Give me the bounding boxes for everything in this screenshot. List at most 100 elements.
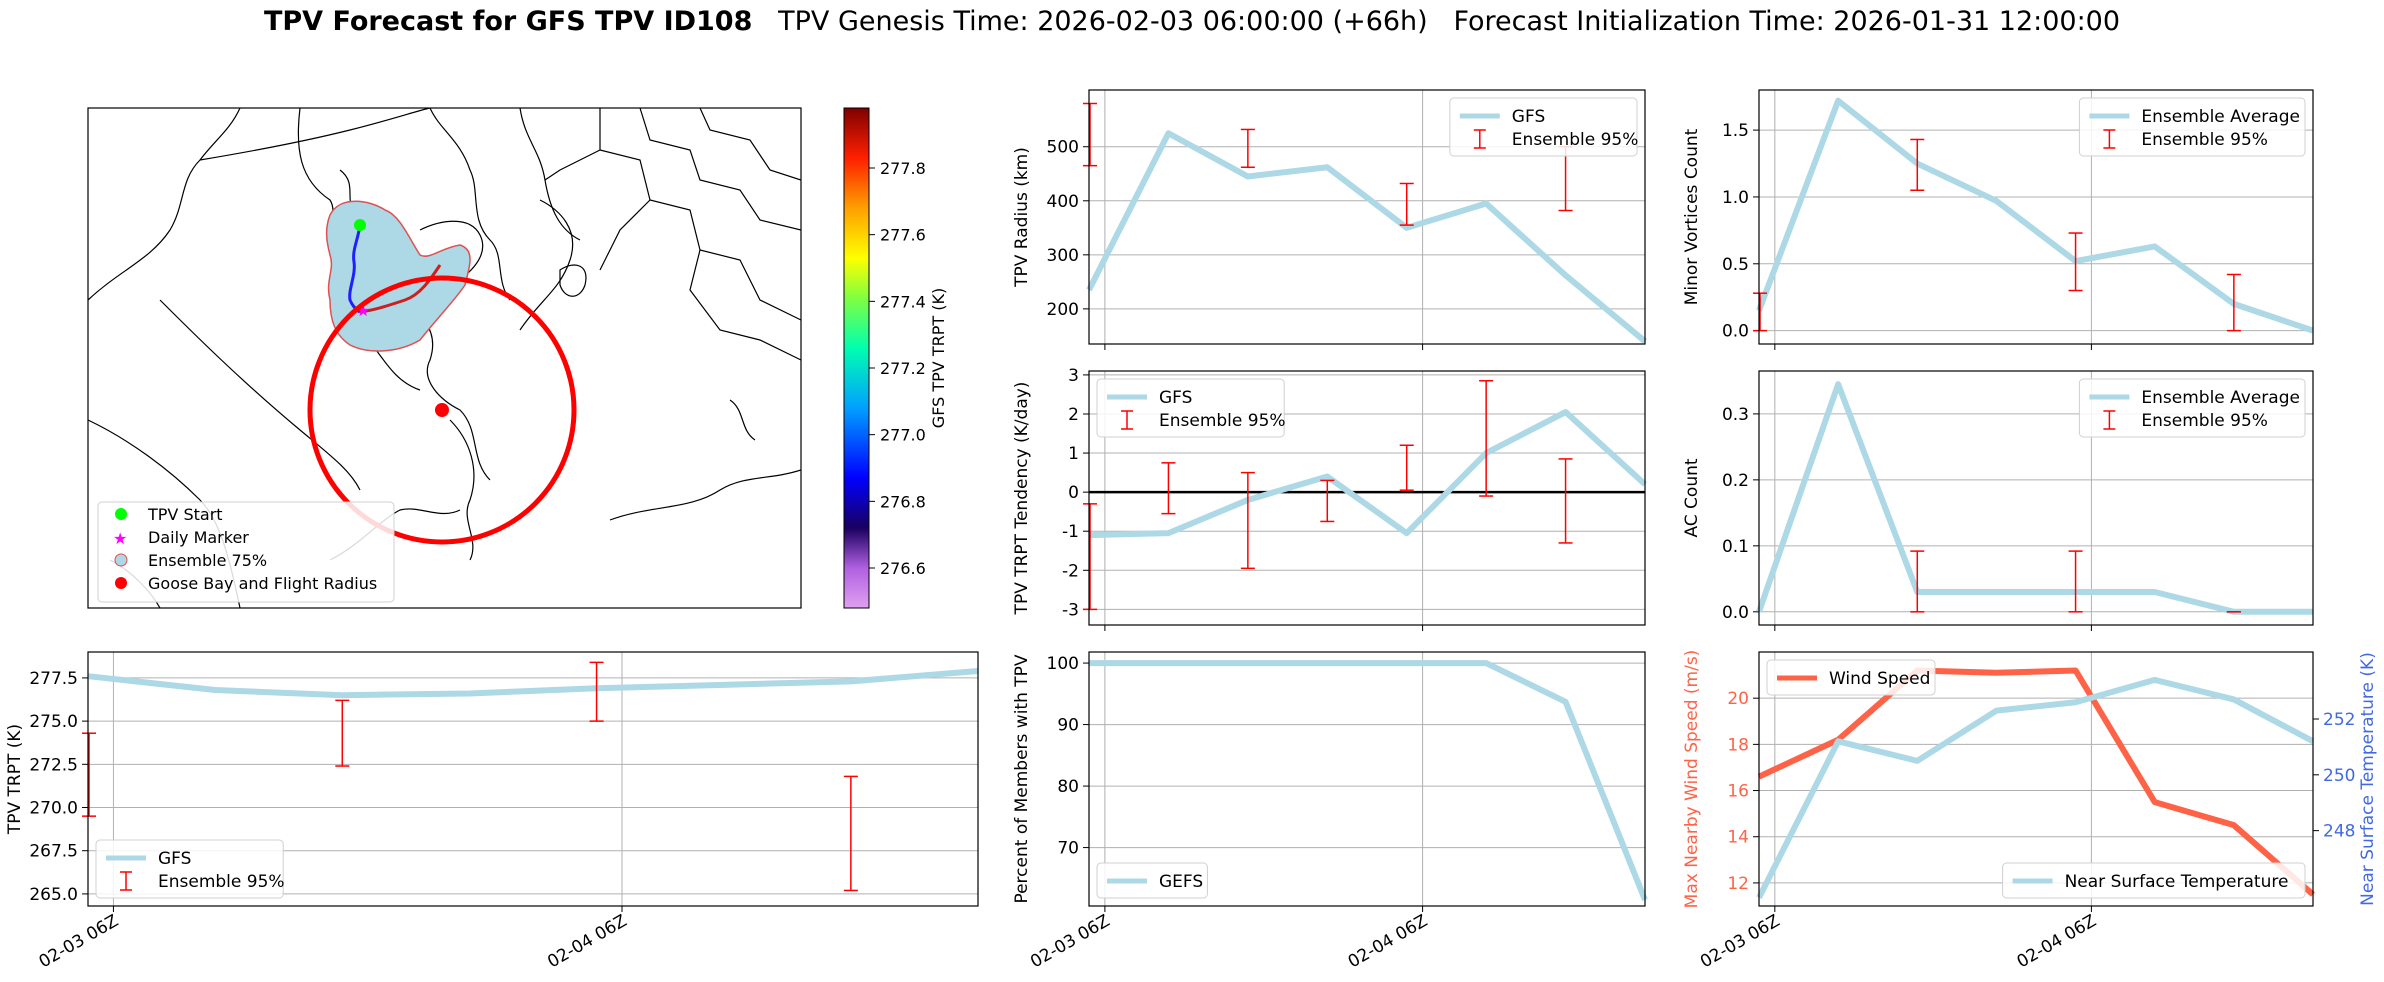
y-axis-label: AC Count bbox=[1682, 458, 1702, 537]
y-tick-label: 500 bbox=[1047, 138, 1079, 158]
legend-goose-marker bbox=[115, 577, 127, 589]
y-tick-label: -3 bbox=[1062, 600, 1079, 620]
colorbar-tick-label: 277.6 bbox=[880, 226, 926, 245]
legend-label: GFS bbox=[158, 849, 191, 869]
legend-daily-marker: ★ bbox=[113, 529, 127, 548]
y-tick-label: 1 bbox=[1068, 444, 1079, 464]
chart-legend: Wind Speed bbox=[1766, 659, 1936, 696]
legend-box bbox=[1096, 862, 1208, 899]
chart-legend: GEFS bbox=[1096, 862, 1208, 899]
y-tick-label: 80 bbox=[1057, 777, 1079, 797]
x-tick-label: 02-03 06Z bbox=[1697, 911, 1783, 972]
chart-minor: 0.0 0.5 1.0 1.5 Minor Vortices Count Ensemble… bbox=[1682, 89, 2314, 350]
colorbar-tick-label: 276.6 bbox=[880, 559, 926, 578]
chart-trpt: 265.0 267.5 270.0 272.5 275.0 277.5 02-03 06Z 0… bbox=[5, 651, 979, 972]
plot-frame bbox=[1088, 89, 1646, 345]
y-axis-label: Max Nearby Wind Speed (m/s) bbox=[1682, 650, 1702, 909]
chart-legend: Ensemble Average Ensemble 95% bbox=[2078, 97, 2306, 157]
legend-label: Ensemble 95% bbox=[1159, 411, 1286, 431]
y-tick-label: 18 bbox=[1727, 735, 1749, 755]
y-tick-label: 0.2 bbox=[1722, 471, 1749, 491]
plot-frame bbox=[1088, 651, 1646, 907]
colorbar-tick-label: 276.8 bbox=[880, 492, 926, 511]
legend-label: Ensemble 95% bbox=[1512, 130, 1639, 150]
y-tick-label: 0.3 bbox=[1722, 405, 1749, 425]
ensemble-75-region bbox=[325, 200, 471, 352]
legend-box bbox=[95, 839, 284, 899]
tpv-start-marker bbox=[354, 219, 366, 231]
colorbar-tick-label: 277.2 bbox=[880, 359, 926, 378]
legend-daily-label: Daily Marker bbox=[148, 528, 249, 547]
flight-radius-circle bbox=[307, 275, 577, 545]
y-right-tick-label: 250 bbox=[2323, 766, 2355, 786]
x-tick-label: 02-03 06Z bbox=[36, 911, 122, 972]
legend-start-marker bbox=[115, 508, 127, 520]
y-axis-label: TPV TRPT (K) bbox=[5, 724, 25, 835]
legend-goose-label: Goose Bay and Flight Radius bbox=[148, 574, 377, 593]
y-right-tick-label: 252 bbox=[2323, 710, 2355, 730]
x-tick-label: 02-04 06Z bbox=[544, 911, 630, 972]
y-tick-label: 1.5 bbox=[1722, 121, 1749, 141]
chart-radius: 200 300 400 500 TPV Radius (km) GFS Ensemble 9… bbox=[1012, 89, 1647, 350]
y-tick-label: 0.0 bbox=[1722, 322, 1749, 342]
colorbar-ticks: 277.8 277.6 277.4 277.2 277.0 276.8 276.6 bbox=[869, 159, 926, 578]
y-tick-label: 0.5 bbox=[1722, 255, 1749, 275]
legend-ensemble-label: Ensemble 75% bbox=[148, 551, 267, 570]
legend-label: Ensemble Average bbox=[2141, 388, 2300, 408]
series-line bbox=[1756, 381, 2313, 615]
chart-legend: GFS Ensemble 95% bbox=[1096, 378, 1286, 438]
tpv-track bbox=[348, 224, 362, 314]
legend-label: Wind Speed bbox=[1829, 669, 1930, 689]
x-tick-label: 02-04 06Z bbox=[2014, 911, 2100, 972]
colorbar-tick-label: 277.8 bbox=[880, 159, 926, 178]
legend-ensemble-marker bbox=[114, 553, 128, 567]
y-tick-label: -1 bbox=[1062, 522, 1079, 542]
series-line bbox=[1757, 667, 2315, 897]
map-panel: ★ TPV Start ★ Daily Marker Ensemble 75% … bbox=[87, 107, 948, 609]
y-tick-label: 400 bbox=[1047, 192, 1079, 212]
legend-label: GEFS bbox=[1159, 872, 1203, 892]
plot-frame bbox=[1758, 370, 2314, 626]
y-tick-label: 0.0 bbox=[1722, 603, 1749, 623]
y-tick-label: 0 bbox=[1068, 483, 1079, 503]
legend-start-label: TPV Start bbox=[147, 505, 223, 524]
legend-label: GFS bbox=[1159, 388, 1192, 408]
figure-title-main: TPV Forecast for GFS TPV ID108 bbox=[263, 6, 753, 37]
plot-frame bbox=[1758, 89, 2314, 345]
y-right-tick-label: 248 bbox=[2323, 822, 2355, 842]
colorbar bbox=[843, 107, 870, 609]
y-tick-label: 265.0 bbox=[29, 885, 78, 905]
y-axis-label: Percent of Members with TPV bbox=[1012, 654, 1032, 903]
y-tick-label: 90 bbox=[1057, 716, 1079, 736]
chart-legend: GFS Ensemble 95% bbox=[95, 839, 285, 899]
series-line bbox=[1756, 97, 2314, 334]
legend-label: Ensemble 95% bbox=[158, 872, 285, 892]
series-line bbox=[1756, 676, 2315, 899]
series-line bbox=[87, 668, 979, 699]
legend-label: Ensemble Average bbox=[2141, 107, 2300, 127]
y-tick-label: 267.5 bbox=[29, 842, 78, 862]
legend-label: Near Surface Temperature bbox=[2065, 872, 2289, 892]
legend-label: GFS bbox=[1512, 107, 1545, 127]
y-tick-label: 275.0 bbox=[29, 712, 78, 732]
figure-title-init: Forecast Initialization Time: 2026-01-31… bbox=[1453, 6, 2121, 37]
y-tick-label: 70 bbox=[1057, 839, 1079, 859]
y-tick-label: 14 bbox=[1727, 828, 1749, 848]
y-tick-label: 3 bbox=[1068, 366, 1079, 386]
plot-frame bbox=[87, 651, 979, 907]
legend-box bbox=[2078, 378, 2306, 438]
legend-box bbox=[2002, 862, 2306, 899]
y-tick-label: 2 bbox=[1068, 405, 1079, 425]
chart-tendency: -3 -2 -1 0 1 2 3 TPV TRPT Tendency (K/day) GFS En… bbox=[1012, 366, 1648, 631]
legend-box bbox=[1096, 378, 1285, 438]
figure-title-genesis: TPV Genesis Time: 2026-02-03 06:00:00 (+… bbox=[778, 6, 1428, 37]
chart-members: 70 80 90 100 02-03 06Z 02-04 06Z Percent of Me… bbox=[1012, 651, 1648, 972]
chart-legend: GFS Ensemble 95% bbox=[1449, 97, 1639, 157]
y-tick-label: 16 bbox=[1727, 782, 1749, 802]
y-axis-label-right: Near Surface Temperature (K) bbox=[2358, 652, 2378, 906]
y-tick-label: 0.1 bbox=[1722, 537, 1749, 557]
y-tick-label: 1.0 bbox=[1722, 188, 1749, 208]
plot-frame bbox=[1088, 370, 1646, 626]
chart-legend: Near Surface Temperature bbox=[2002, 862, 2306, 899]
